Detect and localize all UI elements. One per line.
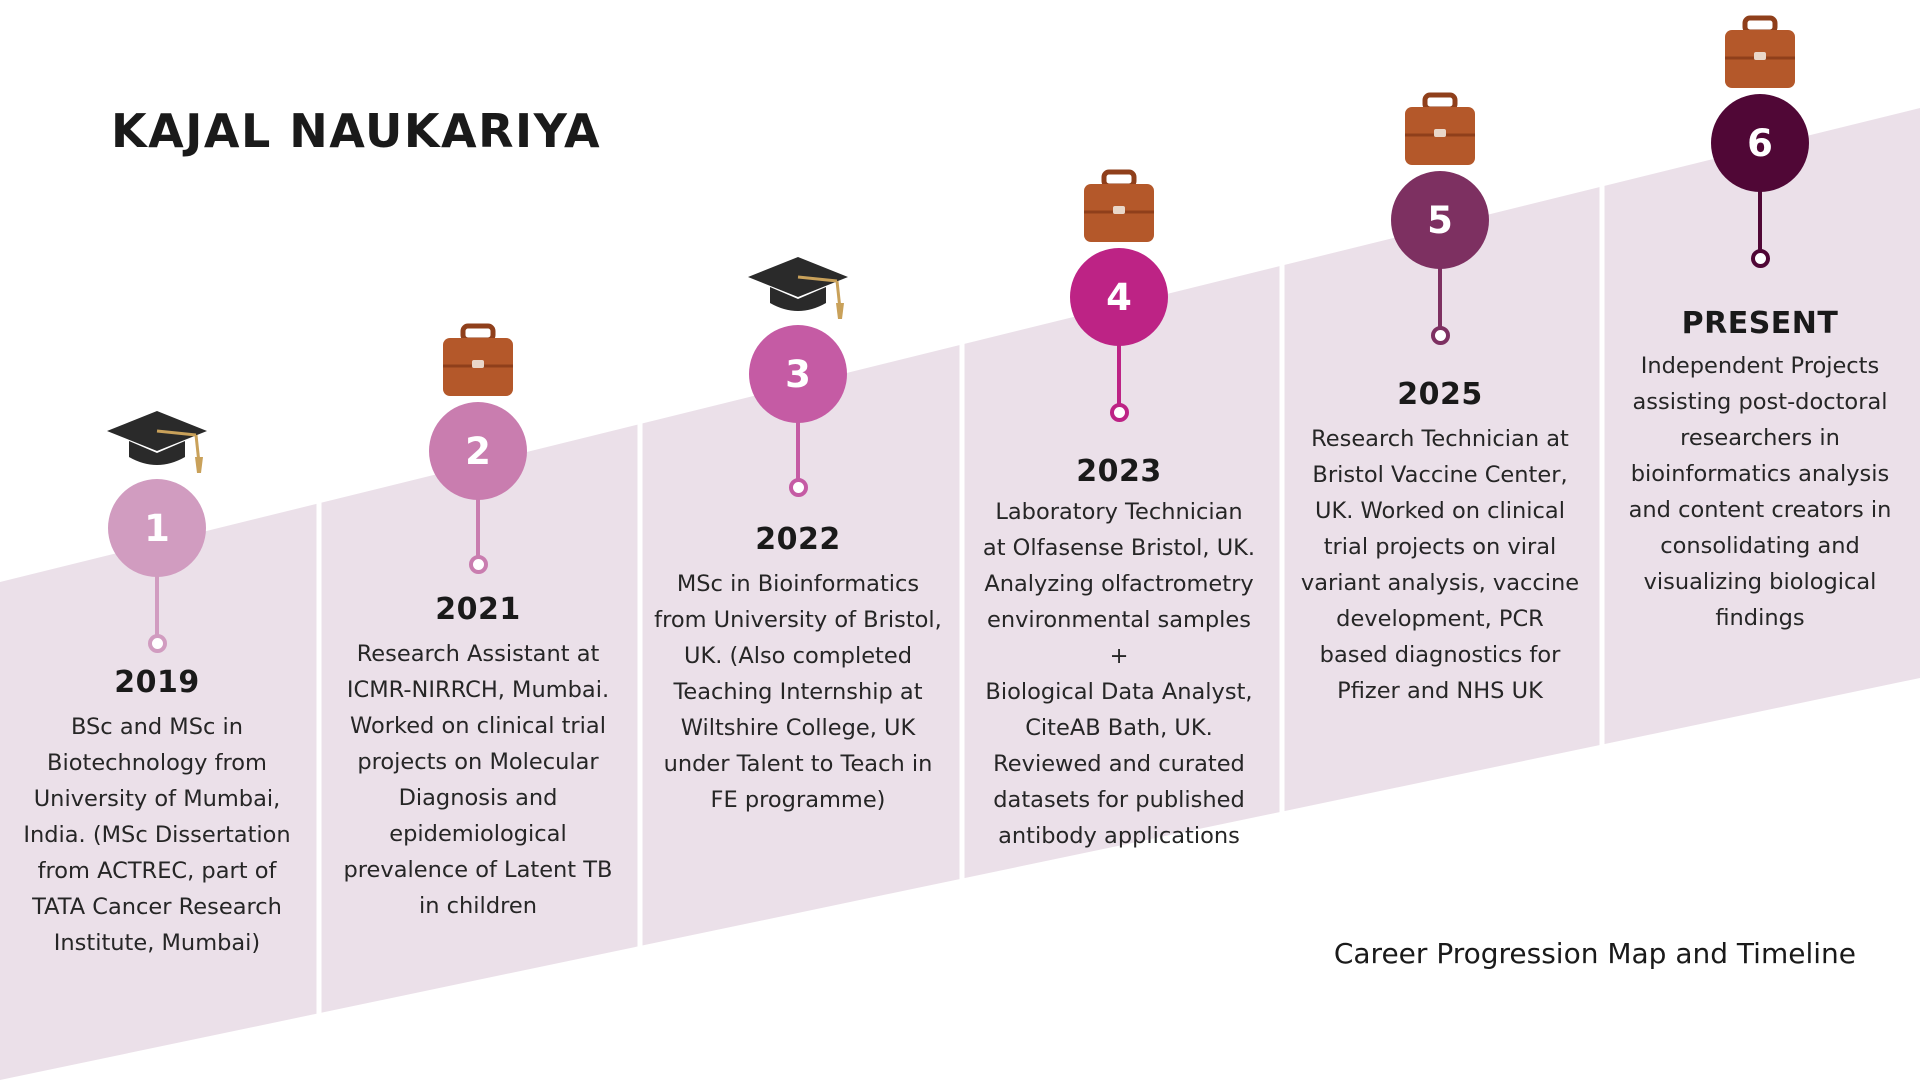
milestone-number-circle: 3 — [749, 325, 847, 423]
connector-dot — [1110, 403, 1129, 422]
milestone-year: PRESENT — [1681, 306, 1839, 341]
connector-line — [796, 422, 800, 480]
connector-dot — [469, 555, 488, 574]
connector-line — [1438, 268, 1442, 328]
page-title: KAJAL NAUKARIYA — [111, 104, 602, 158]
graduation-cap-icon — [102, 397, 212, 477]
milestone-year: 2023 — [1076, 454, 1162, 489]
connector-line — [1117, 345, 1121, 405]
milestone-number-circle: 6 — [1711, 94, 1809, 192]
briefcase-icon — [1385, 89, 1495, 169]
milestone-year: 2021 — [435, 592, 521, 627]
milestone-year: 2019 — [114, 665, 200, 700]
milestone-description: MSc in Bioinformatics from University of… — [654, 571, 942, 813]
milestone-number-circle: 1 — [108, 479, 206, 577]
connector-dot — [1751, 249, 1770, 268]
milestone-year: 2022 — [755, 522, 841, 557]
briefcase-icon — [1064, 166, 1174, 246]
milestone-year: 2025 — [1397, 377, 1483, 412]
milestone-number-circle: 2 — [429, 402, 527, 500]
briefcase-icon — [423, 320, 533, 400]
milestone-description: Research Technician at Bristol Vaccine C… — [1300, 426, 1580, 704]
connector-line — [1758, 191, 1762, 251]
connector-line — [476, 499, 480, 557]
milestone-number-circle: 4 — [1070, 248, 1168, 346]
briefcase-icon — [1705, 12, 1815, 92]
connector-dot — [789, 478, 808, 497]
milestone-description: Independent Projects assisting post-doct… — [1628, 353, 1892, 631]
graduation-cap-icon — [743, 243, 853, 323]
connector-dot — [1431, 326, 1450, 345]
connector-dot — [148, 634, 167, 653]
milestone-number-circle: 5 — [1391, 171, 1489, 269]
milestone-description: Research Assistant at ICMR-NIRRCH, Mumba… — [343, 641, 613, 919]
footer-caption: Career Progression Map and Timeline — [1333, 937, 1856, 970]
connector-line — [155, 576, 159, 636]
milestone-description: Laboratory Technician at Olfasense Brist… — [982, 499, 1256, 849]
milestone-description: BSc and MSc in Biotechnology from Univer… — [23, 714, 291, 956]
